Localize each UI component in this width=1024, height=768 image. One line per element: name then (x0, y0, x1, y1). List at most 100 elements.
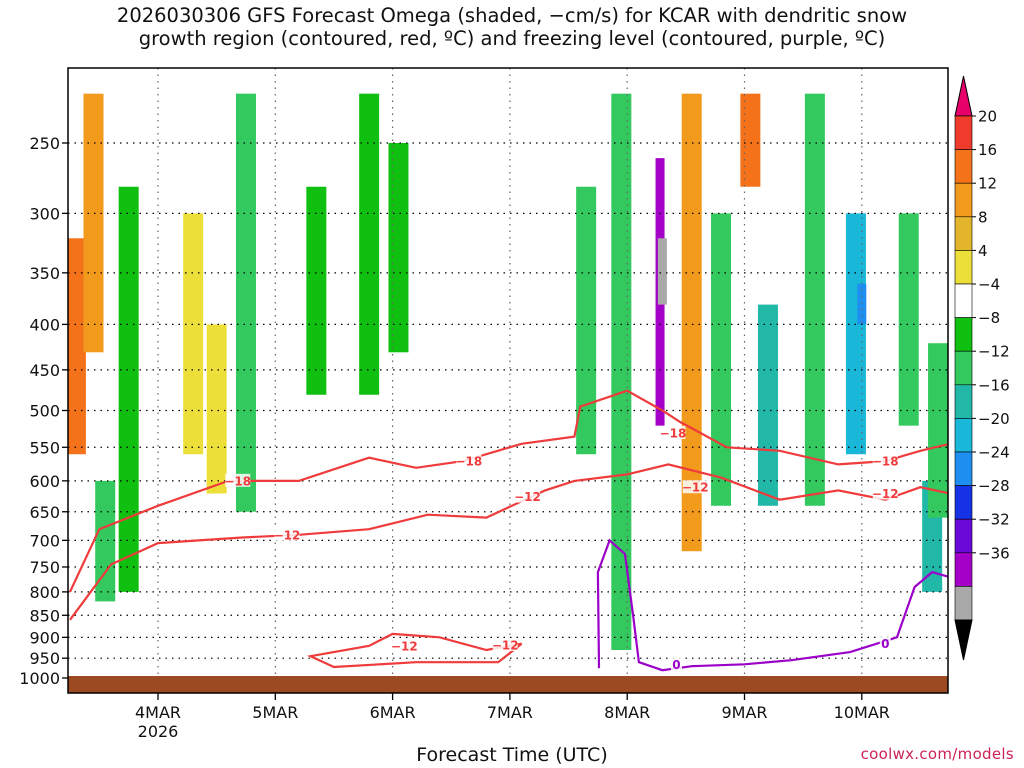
colorbar-segment (954, 586, 973, 621)
contour-label: −12 (682, 481, 709, 495)
colorbar-label: −28 (978, 477, 1010, 495)
y-tick-label: 850 (29, 606, 60, 625)
x-tick-label: 5MAR (252, 703, 298, 722)
y-tick-label: 800 (29, 583, 60, 602)
colorbar-label: −16 (978, 376, 1010, 394)
omega-shade-region (95, 480, 116, 602)
y-tick-label: 900 (29, 628, 60, 647)
colorbar-label: −20 (978, 410, 1010, 428)
omega-shade-region (657, 238, 667, 305)
omega-shade-region (206, 324, 227, 494)
omega-shade-region (740, 93, 761, 187)
title-line-2: growth region (contoured, red, ºC) and f… (138, 27, 886, 50)
colorbar-segment (954, 115, 973, 150)
colorbar-segment (954, 418, 973, 453)
contour-label-bg (682, 480, 708, 494)
chart-title: 2026030306 GFS Forecast Omega (shaded, −… (0, 4, 1024, 50)
contour-label: −12 (274, 528, 301, 542)
y-tick-label: 400 (29, 315, 60, 334)
credit-link[interactable]: coolwx.com/models (860, 745, 1014, 763)
omega-shade-region (306, 186, 327, 395)
y-tick-label: 300 (29, 204, 60, 223)
plot-frame (67, 67, 949, 694)
colorbar-segment (954, 518, 973, 554)
title-line-1: 2026030306 GFS Forecast Omega (shaded, −… (116, 4, 908, 27)
colorbar-label: −12 (978, 343, 1010, 361)
contour-label: 0 (672, 658, 680, 672)
terrain-ground (68, 676, 948, 693)
x-tick-label: 10MAR (834, 703, 890, 722)
colorbar-segment (954, 485, 973, 520)
y-tick-label: 950 (29, 649, 60, 668)
colorbar-segment (954, 552, 973, 587)
omega-shade-region (857, 283, 867, 325)
colorbar-segment (954, 451, 973, 486)
y-tick-label: 250 (29, 134, 60, 153)
contour-label-bg (879, 636, 891, 650)
y-tick-label: 550 (29, 438, 60, 457)
y-tick-label: 500 (29, 402, 60, 421)
omega-shade-region (611, 93, 632, 650)
colorbar-label: −24 (978, 444, 1010, 462)
colorbar-segment (954, 250, 973, 285)
contour-label-bg (872, 454, 898, 468)
contour-label-bg (391, 638, 417, 652)
y-tick-label: 600 (29, 472, 60, 491)
colorbar-top-arrow (954, 75, 973, 117)
omega-shade-region (235, 93, 256, 512)
colorbar-label: −32 (978, 511, 1010, 529)
omega-shade-region (388, 143, 409, 353)
x-tick-sublabel: 2026 (138, 722, 179, 741)
x-tick-label: 7MAR (487, 703, 533, 722)
dgz-minus12-contour (69, 463, 948, 621)
contour-label-bg (456, 454, 482, 468)
contour-label: −18 (872, 455, 899, 469)
colorbar-label: 20 (978, 108, 997, 126)
omega-shade-region (118, 186, 139, 592)
colorbar-segment (954, 384, 973, 419)
contour-label-bg (274, 527, 300, 541)
contour-label-bg (225, 473, 251, 487)
colorbar-label: 16 (978, 141, 997, 159)
colorbar-bottom-arrow (954, 619, 973, 661)
contour-label: −18 (455, 455, 482, 469)
y-tick-label: 700 (29, 531, 60, 550)
contour-label: 0 (881, 637, 889, 651)
contour-label-bg (872, 486, 898, 500)
omega-shade-region (898, 213, 919, 426)
y-tick-label: 1000 (19, 669, 60, 688)
contour-label-bg (514, 489, 540, 503)
colorbar-label: −8 (978, 309, 1000, 327)
contour-label: −18 (660, 426, 687, 440)
colorbar-label: −36 (978, 544, 1010, 562)
omega-shade-region (928, 343, 948, 518)
contour-label: −18 (224, 474, 251, 488)
omega-shade-region (681, 93, 702, 552)
colorbar-segment (954, 149, 973, 184)
colorbar-segment (954, 182, 973, 218)
contour-labels: −18 −18 −12 −12 −12 −12 −18 −12 −18 −12 0 0 (224, 425, 899, 672)
y-axis: 250 300 350 400 450 500 550 600 650 700 750 800 850 9… (19, 134, 68, 688)
omega-shade-region (845, 213, 866, 455)
y-tick-label: 450 (29, 361, 60, 380)
omega-shade-region (757, 304, 778, 506)
omega-shade-region (576, 186, 597, 455)
omega-shade-region (83, 93, 104, 353)
y-tick-label: 350 (29, 264, 60, 283)
contour-label-bg (492, 637, 518, 651)
colorbar-segment (954, 317, 973, 352)
contour-label: −12 (391, 639, 418, 653)
contour-label-bg (670, 657, 682, 671)
colorbar-segment (954, 350, 973, 386)
omega-shade-region (711, 213, 732, 506)
contour-label: −12 (872, 487, 899, 501)
contour-label-bg (660, 425, 686, 439)
y-tick-label: 750 (29, 558, 60, 577)
contour-label: −12 (492, 638, 519, 652)
omega-shade-region (359, 93, 380, 395)
colorbar-segment (954, 216, 973, 251)
omega-shade-region (68, 238, 86, 455)
y-tick-label: 650 (29, 503, 60, 522)
